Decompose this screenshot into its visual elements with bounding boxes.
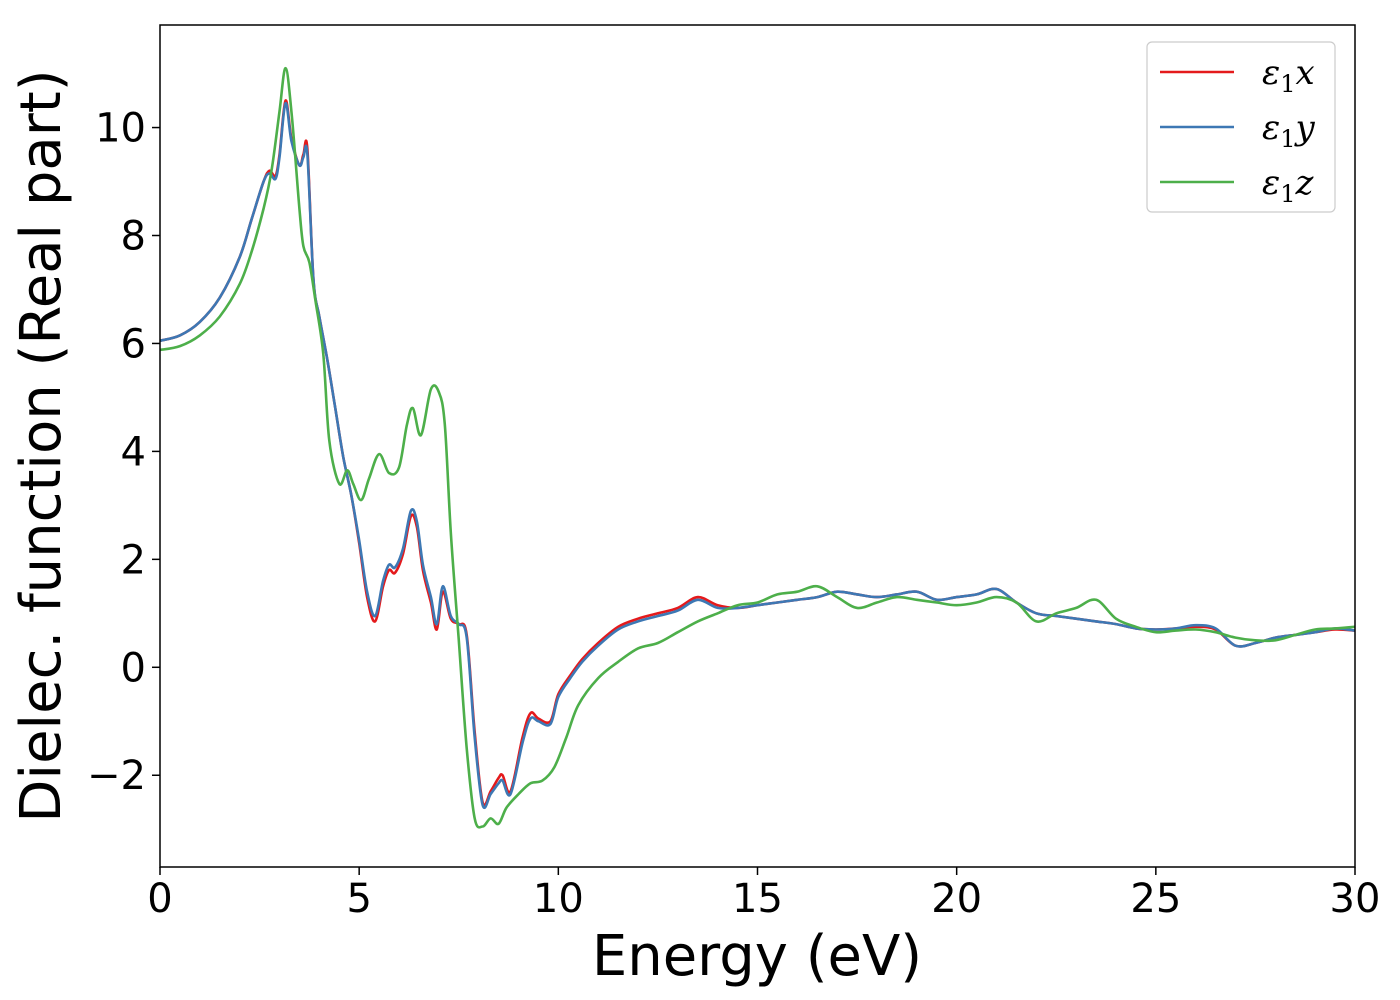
y-tick-label: 8: [121, 214, 146, 260]
x-axis: 0 5 10 15 20 25 30: [147, 867, 1380, 922]
y-axis: −2 0 2 4 6 8 10: [87, 106, 160, 799]
legend-label-symbol: ε: [1262, 53, 1280, 93]
legend-label-z: ε1z: [1262, 163, 1315, 208]
x-tick-label: 25: [1130, 876, 1181, 922]
legend-label-axis: x: [1296, 53, 1315, 93]
legend-label-y: ε1y: [1262, 108, 1316, 153]
y-tick-label: 2: [121, 537, 146, 583]
x-axis-title: Energy (eV): [592, 924, 922, 989]
y-tick-label: 6: [121, 321, 146, 367]
x-tick-label: 30: [1330, 876, 1381, 922]
series-line-z: [159, 66, 1356, 829]
y-axis-title: Dielec. function (Real part): [9, 69, 74, 822]
legend-label-axis: y: [1294, 108, 1316, 148]
y-tick-label: −2: [87, 753, 146, 799]
legend-label-subscript: 1: [1280, 70, 1295, 98]
y-tick-label: 10: [95, 106, 146, 152]
legend-label-axis: z: [1295, 163, 1315, 203]
y-tick-label: 0: [121, 645, 146, 691]
x-tick-label: 20: [931, 876, 982, 922]
legend-label-symbol: ε: [1262, 163, 1280, 203]
y-tick-label: 4: [121, 429, 146, 475]
x-tick-label: 10: [533, 876, 584, 922]
x-tick-label: 0: [147, 876, 172, 922]
legend-label-subscript: 1: [1280, 125, 1295, 153]
x-tick-label: 15: [732, 876, 783, 922]
legend-label-symbol: ε: [1262, 108, 1280, 148]
legend-label-x: ε1x: [1262, 53, 1315, 98]
x-tick-label: 5: [346, 876, 371, 922]
legend-label-subscript: 1: [1280, 180, 1295, 208]
series-line-y: [159, 101, 1356, 810]
series-layer: [159, 66, 1356, 829]
legend-box: [1146, 41, 1336, 213]
